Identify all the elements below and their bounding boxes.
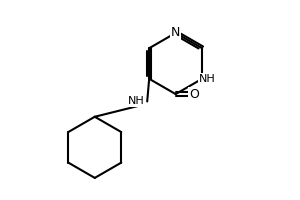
Text: O: O bbox=[189, 88, 199, 101]
Text: NH: NH bbox=[128, 96, 145, 106]
Text: N: N bbox=[171, 26, 180, 39]
Text: NH: NH bbox=[199, 74, 215, 84]
